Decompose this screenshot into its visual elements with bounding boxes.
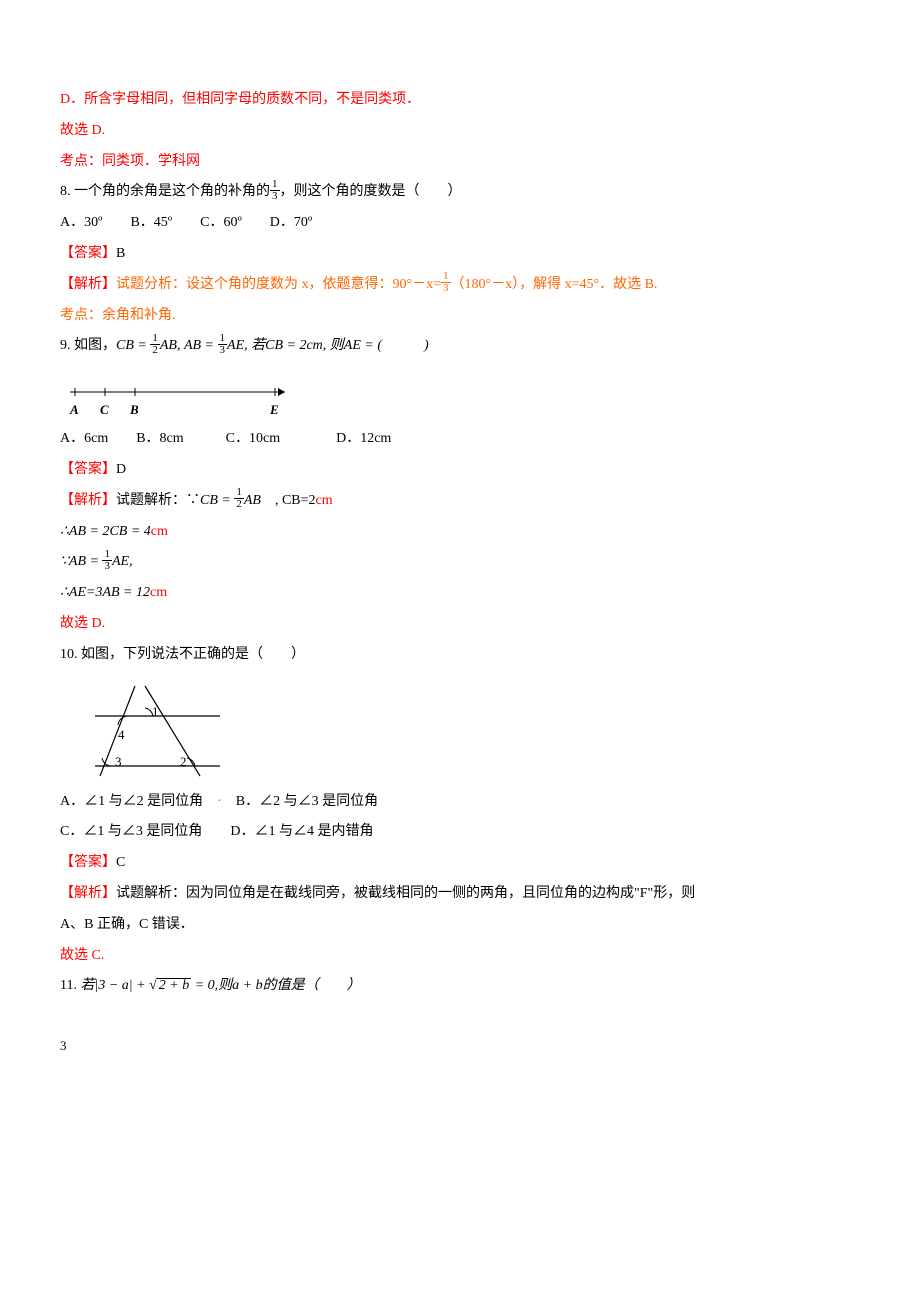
q10-label-2: 2 <box>180 754 187 769</box>
q9-options: A．6cm B．8cm C．10cm D．12cm <box>60 424 860 455</box>
q10-label-1: 1 <box>152 704 159 719</box>
q10-label-4: 4 <box>118 727 125 742</box>
q10-num: 10. <box>60 647 78 662</box>
q9-diagram: A C B E <box>60 370 300 420</box>
select-d: 故选 D. <box>60 116 860 147</box>
q10-diagram: 1 4 2 3 <box>90 681 230 781</box>
q10-stem: 10. 如图，下列说法不正确的是（ ） <box>60 640 860 671</box>
document-page: D．所含字母相同，但相同字母的质数不同，不是同类项． 故选 D. 考点：同类项．… <box>0 0 920 1101</box>
q10-opts-cd: C．∠1 与∠3 是同位角 D．∠1 与∠4 是内错角 <box>60 817 860 848</box>
q9-step4: ∴AE=3AB = 12cm <box>60 578 860 609</box>
q8-explain: 【解析】试题分析：设这个角的度数为 x，依题意得：90°－x=13（180°－x… <box>60 270 860 301</box>
page-number: 3 <box>60 1032 860 1061</box>
q10-select: 故选 C. <box>60 941 860 972</box>
q8-stem: 8. 一个角的余角是这个角的补角的13，则这个角的度数是（ ） <box>60 177 860 208</box>
q9-label-a: A <box>70 396 79 425</box>
q8-kaodian: 考点：余角和补角. <box>60 301 860 332</box>
q8-options: A．30º B．45º C．60º D．70º <box>60 208 860 239</box>
q9-num: 9. <box>60 338 71 353</box>
q9-label-e: E <box>270 396 279 425</box>
q9-stem: 9. 如图，CB = 12AB, AB = 13AE, 若CB = 2cm, 则… <box>60 331 860 362</box>
q10-explain-2: A、B 正确，C 错误． <box>60 910 860 941</box>
q9-explain-1: 【解析】试题解析：∵CB = 12AB , CB=2cm <box>60 486 860 517</box>
q10-opts-ab: A．∠1 与∠2 是同位角 · B．∠2 与∠3 是同位角 <box>60 787 860 818</box>
kaodian-1: 考点：同类项．学科网 <box>60 147 860 178</box>
q10-label-3: 3 <box>115 754 122 769</box>
q9-step2: ∴AB = 2CB = 4cm <box>60 517 860 548</box>
q9-step3: ∵AB = 13AE, <box>60 547 860 578</box>
q10-answer: 【答案】C <box>60 848 860 879</box>
q8-num: 8. <box>60 184 71 199</box>
q9-label-c: C <box>100 396 109 425</box>
q11-num: 11. <box>60 978 77 993</box>
q10-explain-1: 【解析】试题解析：因为同位角是在截线同旁，被截线相同的一侧的两角，且同位角的边构… <box>60 879 860 910</box>
option-d-text: D．所含字母相同，但相同字母的质数不同，不是同类项． <box>60 85 860 116</box>
q9-label-b: B <box>130 396 139 425</box>
q8-answer: 【答案】B <box>60 239 860 270</box>
q9-select: 故选 D. <box>60 609 860 640</box>
q11-stem: 11. 若|3 − a| + √2 + b = 0,则a + b的值是（ ） <box>60 971 860 1002</box>
q9-answer: 【答案】D <box>60 455 860 486</box>
